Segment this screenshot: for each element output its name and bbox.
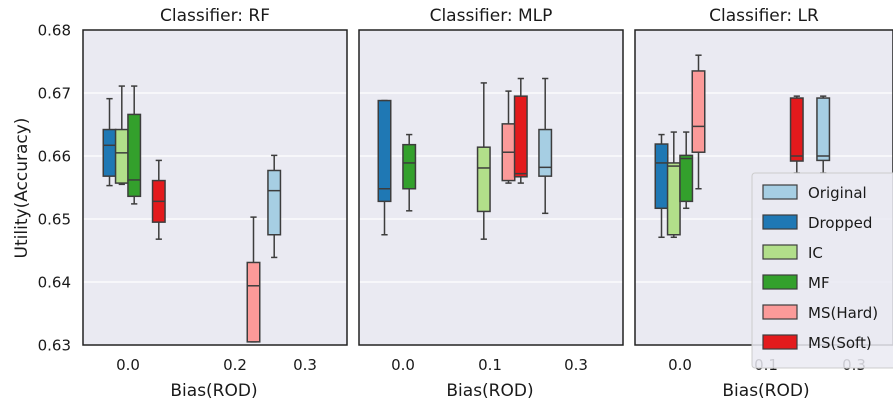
y-tick-label: 0.66 [38, 148, 71, 166]
box-ms-soft [151, 159, 166, 240]
y-axis-label: Utility(Accuracy) [12, 118, 32, 259]
legend-item: Original [762, 184, 867, 202]
panel: Classifier: MLP 0.0 0.1 0.3 Bias(ROD) [358, 6, 624, 401]
box-dropped [377, 99, 392, 236]
box-body [114, 128, 129, 184]
legend-label: IC [808, 244, 823, 262]
box-body [538, 128, 553, 177]
panel-title: Classifier: LR [709, 6, 819, 26]
panel: Classifier: RF 0.0 0.2 0.3 Bias(ROD) 0.63 0.64… [38, 6, 348, 401]
plot-frame [358, 29, 624, 346]
legend-item: MS(Soft) [762, 334, 872, 352]
box-body [679, 154, 694, 203]
box-ms-soft [513, 77, 528, 184]
x-tick-label: 0.0 [116, 356, 140, 374]
box-body [267, 169, 282, 236]
legend-swatch [762, 244, 798, 260]
box-body [691, 70, 706, 153]
x-tick-label: 0.0 [391, 356, 415, 374]
box-original [538, 77, 553, 215]
box-body [402, 143, 417, 190]
legend-item: MS(Hard) [762, 304, 878, 322]
box-ic [476, 82, 491, 240]
box-ms-hard [246, 216, 261, 343]
x-axis-label: Bias(ROD) [170, 381, 257, 401]
box-body [246, 261, 261, 343]
legend-swatch [762, 214, 798, 230]
legend-label: MS(Soft) [808, 334, 872, 352]
box-body [476, 146, 491, 213]
box-dropped [102, 97, 117, 187]
box-ms-soft [789, 95, 804, 174]
legend-item: IC [762, 244, 823, 262]
legend-item: Dropped [762, 214, 872, 232]
x-axis-label: Bias(ROD) [446, 381, 533, 401]
box-body [102, 128, 117, 177]
box-body [377, 99, 392, 203]
y-tick-label: 0.65 [38, 211, 71, 229]
box-original [816, 95, 831, 174]
box-body [789, 97, 804, 162]
box-mf [679, 131, 694, 210]
legend-swatch [762, 304, 798, 320]
y-tick-label: 0.64 [38, 274, 71, 292]
x-tick-label: 0.0 [668, 356, 692, 374]
legend-swatch [762, 274, 798, 290]
box-body [654, 143, 669, 210]
x-tick-label: 0.3 [564, 356, 588, 374]
legend-swatch [762, 334, 798, 350]
panel-title: Classifier: MLP [430, 6, 553, 26]
y-tick-label: 0.63 [38, 337, 71, 355]
legend-swatch [762, 184, 798, 200]
x-tick-label: 0.3 [293, 356, 317, 374]
box-body [127, 113, 142, 198]
box-original [267, 154, 282, 259]
box-ms-hard [501, 90, 516, 184]
y-tick-label: 0.68 [38, 22, 71, 40]
box-mf [402, 133, 417, 212]
legend-label: MF [808, 274, 830, 292]
legend-item: MF [762, 274, 830, 292]
box-body [666, 162, 681, 236]
box-body [816, 97, 831, 162]
plot-frame [82, 29, 348, 346]
legend-label: MS(Hard) [808, 304, 878, 322]
plot-area [359, 30, 623, 345]
plot-area [83, 30, 347, 345]
box-ms-hard [691, 54, 706, 190]
x-tick-label: 0.1 [478, 356, 502, 374]
panel-title: Classifier: RF [160, 6, 270, 26]
legend-label: Original [808, 184, 867, 202]
x-tick-label: 0.2 [223, 356, 247, 374]
x-axis-label: Bias(ROD) [722, 381, 809, 401]
box-mf [127, 85, 142, 205]
y-tick-label: 0.67 [38, 85, 71, 103]
legend-label: Dropped [808, 214, 872, 232]
legend: Original Dropped IC MF MS(Hard) MS(Soft) [751, 172, 893, 369]
box-body [513, 95, 528, 178]
